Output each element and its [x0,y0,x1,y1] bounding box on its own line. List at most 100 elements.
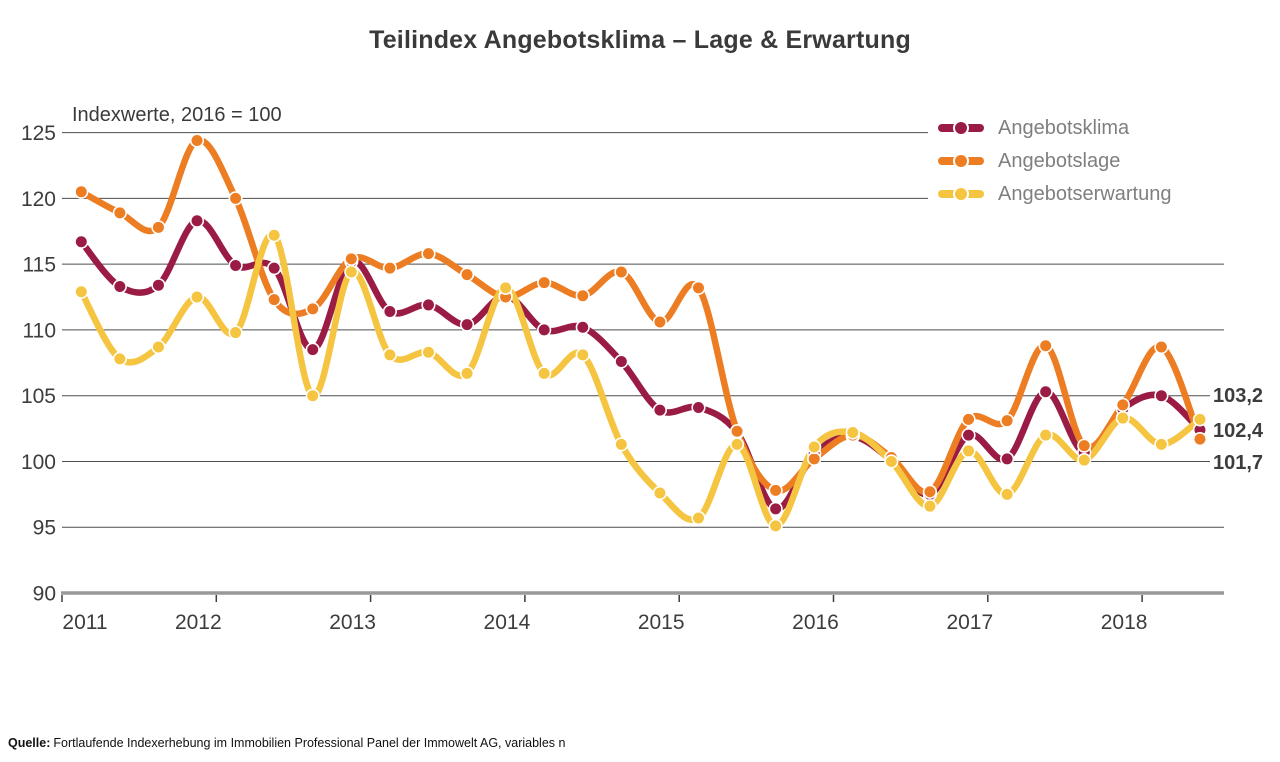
data-point-angebotsklima-2018-q1 [1154,388,1169,403]
data-point-angebotserwartung-2016-q4 [961,443,976,459]
end-value-label-erwartung: 103,2 [1213,385,1264,407]
data-point-angebotserwartung-2017-q3 [1077,453,1092,468]
source-note: Quelle: Fortlaufende Indexerhebung im Imm… [8,736,565,750]
data-point-angebotserwartung-2013-q3 [459,366,475,381]
data-point-angebotserwartung-2011-q3 [151,339,166,355]
data-point-angebotserwartung-2011-q4 [189,289,205,305]
data-point-angebotslage-2014-q4 [652,314,668,330]
data-point-angebotsklima-2011-q1 [74,234,89,249]
data-point-angebotslage-2016-q4 [961,412,976,427]
legend-marker-angebotsklima-icon [938,117,984,139]
data-point-angebotserwartung-2015-q1 [691,510,706,526]
data-point-angebotslage-2013-q1 [382,260,397,276]
x-axis-label-2014: 2014 [484,611,531,634]
data-point-angebotslage-2015-q1 [691,280,706,295]
data-point-angebotslage-2012-q1 [228,191,243,206]
data-point-angebotsklima-2017-q2 [1038,384,1053,399]
data-point-angebotserwartung-2016-q3 [922,499,938,514]
data-point-angebotsklima-2015-q1 [691,400,706,415]
end-value-label-klima: 102,4 [1213,420,1264,442]
data-point-angebotslage-2011-q2 [112,205,127,220]
data-point-angebotsklima-2014-q4 [652,403,668,418]
data-point-angebotslage-2012-q2 [267,292,282,307]
data-point-angebotslage-2015-q4 [807,451,822,466]
y-axis-label-90: 90 [33,583,56,606]
data-point-angebotsklima-2012-q1 [228,258,243,273]
data-point-angebotslage-2012-q4 [344,251,359,266]
x-axis-label-2015: 2015 [638,611,685,634]
legend-item-angebotslage: Angebotslage [938,150,1171,172]
data-point-angebotserwartung-2011-q2 [112,351,127,366]
data-point-angebotserwartung-2016-q1 [845,425,860,440]
data-point-angebotslage-2018-q2 [1192,431,1208,447]
data-point-angebotserwartung-2012-q2 [267,228,282,243]
y-axis-label-115: 115 [23,254,56,277]
legend-item-angebotserwartung: Angebotserwartung [938,183,1171,205]
data-point-angebotserwartung-2017-q4 [1115,410,1130,426]
data-point-angebotslage-2011-q3 [151,220,166,235]
data-point-angebotslage-2014-q2 [575,288,590,303]
data-point-angebotslage-2015-q2 [729,424,745,439]
x-axis-label-2011: 2011 [62,611,107,634]
data-point-angebotserwartung-2017-q2 [1038,428,1053,443]
data-point-angebotserwartung-2014-q4 [652,485,668,501]
data-point-angebotsklima-2011-q2 [112,279,127,294]
data-point-angebotsklima-2014-q2 [575,320,590,335]
x-axis-label-2013: 2013 [329,611,376,634]
data-point-angebotsklima-2012-q3 [305,342,320,357]
data-point-angebotslage-2011-q4 [189,133,205,148]
data-point-angebotserwartung-2017-q1 [999,487,1015,502]
data-point-angebotslage-2011-q1 [74,184,89,199]
x-axis-label-2012: 2012 [175,611,222,634]
data-point-angebotslage-2014-q1 [537,275,552,290]
data-point-angebotslage-2017-q4 [1115,397,1130,412]
y-axis-label-100: 100 [21,451,56,474]
data-point-angebotslage-2018-q1 [1154,339,1169,355]
data-point-angebotslage-2017-q3 [1077,438,1092,453]
data-point-angebotslage-2016-q3 [922,484,938,499]
data-point-angebotsklima-2013-q1 [382,304,397,319]
data-point-angebotserwartung-2016-q2 [884,454,899,469]
data-point-angebotserwartung-2011-q1 [74,284,89,299]
legend-marker-angebotserwartung-icon [938,183,984,205]
legend-marker-angebotslage-icon [938,150,984,172]
data-point-angebotslage-2014-q3 [614,264,629,280]
data-point-angebotsklima-2014-q3 [614,354,629,369]
y-axis-label-125: 125 [21,122,56,145]
legend-label-angebotserwartung: Angebotserwartung [998,182,1172,205]
data-point-angebotserwartung-2015-q4 [807,439,822,455]
data-point-angebotsklima-2012-q2 [267,260,282,276]
data-point-angebotserwartung-2012-q1 [228,325,243,340]
data-point-angebotslage-2013-q3 [459,267,475,282]
legend-label-angebotslage: Angebotslage [998,149,1121,172]
data-point-angebotsklima-2016-q4 [961,428,976,443]
legend-label-angebotsklima: Angebotsklima [998,116,1130,139]
x-axis-label-2018: 2018 [1101,611,1148,634]
source-label: Quelle: [8,736,51,750]
x-axis-label-2016: 2016 [792,611,839,634]
data-point-angebotsklima-2013-q2 [421,297,436,313]
data-point-angebotserwartung-2015-q3 [768,518,783,534]
data-point-angebotserwartung-2013-q4 [498,280,513,295]
chart-legend: Angebotsklima Angebotslage Angebotserwar… [938,117,1171,205]
chart-title: Teilindex Angebotsklima – Lage & Erwartu… [369,26,911,54]
data-point-angebotserwartung-2014-q3 [614,437,629,452]
data-point-angebotsklima-2013-q3 [459,317,475,332]
data-point-angebotserwartung-2012-q4 [344,264,359,280]
data-point-angebotserwartung-2018-q1 [1154,437,1169,452]
y-axis-label-95: 95 [33,517,56,540]
y-axis-label-105: 105 [21,385,56,408]
axis-unit-label: Indexwerte, 2016 = 100 [72,104,282,126]
end-value-label-lage: 101,7 [1213,452,1264,474]
data-point-angebotsklima-2017-q1 [999,451,1015,466]
data-point-angebotslage-2012-q3 [305,301,320,316]
data-point-angebotslage-2017-q1 [999,413,1015,428]
data-point-angebotserwartung-2012-q3 [305,388,320,403]
y-axis-label-120: 120 [21,188,56,211]
series-line-angebotserwartung [78,231,1204,530]
data-point-angebotserwartung-2013-q2 [421,345,436,360]
data-point-angebotsklima-2014-q1 [537,322,552,338]
source-text: Fortlaufende Indexerhebung im Immobilien… [53,736,566,750]
